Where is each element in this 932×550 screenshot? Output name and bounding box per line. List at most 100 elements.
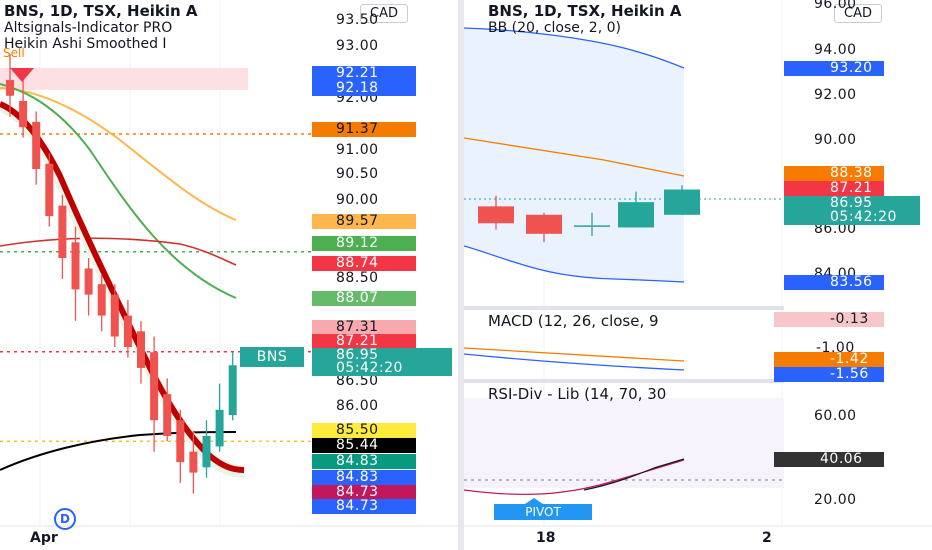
right-price-tag: 93.20 [784,61,884,76]
rsi-legend[interactable]: RSI-Div - Lib (14, 70, 30 [488,385,667,403]
left-axis-tick: 93.00 [336,38,379,54]
rsi-axis-tick: 20.00 [814,492,857,508]
left-legend-title[interactable]: BNS, 1D, TSX, Heikin A [4,2,198,20]
candle-body [618,202,654,228]
left-time-label: Apr [30,530,58,546]
left-last-price-tag: 86.95 [312,348,452,363]
pivot-arrow-icon [525,498,543,504]
left-price-tag: 85.50 [312,423,416,438]
sell-label: Sell [3,46,25,60]
pane-divider[interactable] [458,0,464,550]
right-time-label: 18 [536,530,556,546]
ma-red-line [0,237,237,266]
left-price-tag: 88.07 [312,291,416,306]
left-price-tag: 92.21 [312,66,416,81]
left-price-tag: 85.44 [312,438,416,453]
right-axis-tick: 86.00 [814,221,857,237]
left-price-tag: 89.12 [312,236,416,251]
right-time-label: 2 [762,530,772,546]
macd-tag: -0.13 [774,312,884,327]
left-price-tag: 89.57 [312,214,416,229]
macd-tag: -1.56 [774,367,884,382]
left-price-tag: 87.31 [312,320,416,335]
candle-body [32,121,41,170]
left-legend: BNS, 1D, TSX, Heikin A Altsignals-Indica… [4,2,198,52]
pivot-label: PIVOT [494,504,592,520]
bb-lower-line [464,245,685,283]
symbol-badge[interactable]: BNS [240,347,304,367]
candle-body [150,352,159,421]
right-chart-canvas[interactable] [464,0,932,550]
left-price-tag: 92.18 [312,81,416,96]
dividend-event-marker[interactable]: D [54,508,76,530]
left-legend-indicator-2[interactable]: Heikin Ashi Smoothed I [4,36,167,52]
candle-body [189,451,198,473]
right-price-tag: 83.56 [784,275,884,290]
left-price-tag: 91.37 [312,122,416,137]
left-axis-tick: 93.50 [336,12,379,28]
right-price-tag: 87.21 [784,181,884,196]
ma-green-line [0,83,237,299]
right-last-price-tag: 86.95 [784,196,920,211]
left-chart-pane[interactable]: BNS, 1D, TSX, Heikin A Altsignals-Indica… [0,0,458,550]
left-price-tag: 87.21 [312,334,416,349]
bb-basis-line [464,137,685,177]
candle-body [123,315,132,347]
rsi-line [583,458,685,491]
left-axis-tick: 91.00 [336,142,379,158]
candle-body [97,284,106,316]
candle-body [163,394,172,436]
candle-body [45,163,54,217]
right-chart-pane[interactable]: BNS, 1D, TSX, Heikin A BB (20, close, 2,… [464,0,932,550]
candle-body [526,214,562,234]
right-currency-button[interactable]: CAD [834,4,882,23]
macd-tag: -1.42 [774,352,884,367]
left-countdown-tag: 05:42:20 [312,361,452,376]
left-price-tag: 88.74 [312,256,416,271]
candle-body [71,242,80,290]
sell-zone [0,68,248,90]
left-price-tag: 84.83 [312,470,416,485]
right-price-tag: 88.38 [784,166,884,181]
right-axis-tick: 92.00 [814,87,857,103]
bb-upper-line [464,27,685,69]
right-legend-title[interactable]: BNS, 1D, TSX, Heikin A [488,2,682,20]
right-axis-tick: 96.00 [814,0,857,12]
right-legend-indicator[interactable]: BB (20, close, 2, 0) [488,20,621,36]
sell-arrow-icon [10,68,34,82]
left-axis-tick: 90.50 [336,166,379,182]
left-price-tag: 84.73 [312,499,416,514]
candle-body [574,225,610,227]
ma-orange-line [0,87,237,221]
candle-body [58,205,67,258]
candle-body [137,331,145,368]
rsi-axis-tick: 60.00 [814,408,857,424]
left-currency-button[interactable]: CAD [360,4,408,23]
candle-body [664,189,700,215]
macd-line [464,353,685,371]
candle-body [84,268,93,295]
right-axis-tick: 90.00 [814,132,857,148]
candle-body [478,206,514,224]
macd-signal-line [464,347,685,362]
candle-body [6,80,14,96]
left-price-tag: 84.83 [312,454,416,469]
heikin-smoothed-band [0,100,244,478]
candle-body [110,294,119,337]
candle-body [176,420,185,463]
right-legend: BNS, 1D, TSX, Heikin A BB (20, close, 2,… [488,2,682,36]
right-axis-tick: 94.00 [814,42,857,58]
left-axis-tick: 86.50 [336,373,379,389]
candle-body [228,365,237,416]
candle-body [202,435,211,468]
candle-body [19,100,28,128]
left-axis-tick: 88.50 [336,270,379,286]
right-countdown-tag: 05:42:20 [784,210,920,225]
candle-body [215,409,224,447]
left-legend-indicator-1[interactable]: Altsignals-Indicator PRO [4,20,173,36]
left-price-tag: 84.73 [312,485,416,500]
macd-legend[interactable]: MACD (12, 26, close, 9 [488,312,659,330]
rsi-band [464,398,784,488]
left-chart-canvas[interactable] [0,0,458,550]
rsi-tag: 40.06 [774,452,884,467]
